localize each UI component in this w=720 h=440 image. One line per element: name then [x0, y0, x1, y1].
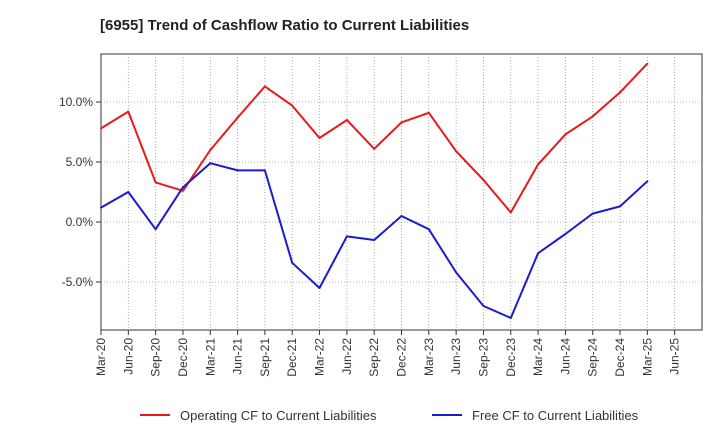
x-tick-label: Dec-23: [504, 338, 518, 377]
x-axis-ticks: Mar-20 Jun-20 Sep-20 Dec-20 Mar-21 Jun-21 Sep-…: [94, 330, 682, 377]
x-tick-label: Mar-24: [531, 338, 545, 376]
x-tick-label: Sep-23: [476, 338, 490, 377]
data-point: [646, 62, 649, 65]
data-point: [455, 150, 458, 153]
data-point: [591, 212, 594, 215]
data-point: [318, 287, 321, 289]
x-tick-label: Jun-25: [668, 338, 682, 375]
x-tick-label: Dec-20: [176, 338, 190, 377]
data-point: [127, 191, 130, 193]
data-point: [291, 104, 294, 107]
data-point: [537, 252, 540, 255]
data-point: [509, 317, 512, 319]
x-tick-label: Sep-20: [149, 338, 163, 377]
data-point: [236, 116, 239, 119]
x-tick-label: Jun-21: [231, 338, 245, 375]
x-tick-label: Jun-23: [449, 338, 463, 375]
data-point: [619, 205, 622, 208]
data-point: [236, 169, 239, 172]
data-point: [564, 233, 567, 235]
data-point: [400, 215, 403, 217]
x-tick-label: Jun-24: [558, 338, 572, 375]
data-point: [400, 121, 403, 124]
y-tick-label: -5.0%: [62, 275, 94, 289]
chart-title: [6955] Trend of Cashflow Ratio to Curren…: [100, 17, 469, 34]
data-point: [318, 137, 321, 139]
x-tick-label: Mar-21: [203, 338, 217, 376]
data-point: [100, 127, 102, 130]
x-tick-label: Jun-20: [121, 338, 135, 375]
data-point: [154, 181, 157, 184]
data-point: [455, 271, 458, 274]
data-point: [564, 133, 567, 136]
data-point: [646, 180, 649, 183]
x-tick-label: Dec-24: [613, 338, 627, 377]
series-layer: [100, 62, 649, 319]
x-tick-label: Sep-22: [367, 338, 381, 377]
x-tick-label: Mar-20: [94, 338, 108, 376]
x-tick-label: Dec-21: [285, 338, 299, 377]
data-point: [345, 235, 348, 238]
data-point: [537, 163, 540, 166]
y-tick-label: 0.0%: [66, 215, 94, 229]
y-axis-ticks: -5.0% 0.0% 5.0% 10.0%: [59, 95, 101, 289]
data-point: [100, 206, 102, 209]
data-point: [482, 305, 485, 307]
data-point: [127, 110, 130, 113]
data-point: [345, 119, 348, 121]
data-point: [482, 179, 485, 181]
x-tick-label: Dec-22: [395, 338, 409, 377]
data-point: [427, 111, 430, 114]
data-point: [373, 239, 376, 241]
grid-layer: [101, 54, 702, 330]
x-tick-label: Sep-21: [258, 338, 272, 377]
x-tick-label: Mar-25: [640, 338, 654, 376]
data-point: [209, 162, 212, 165]
data-point: [373, 147, 376, 150]
x-tick-label: Jun-22: [340, 338, 354, 375]
data-point: [291, 261, 294, 264]
x-tick-label: Sep-24: [586, 338, 600, 377]
legend: Operating CF to Current Liabilities Free …: [140, 408, 639, 423]
x-tick-label: Mar-23: [422, 338, 436, 376]
data-point: [209, 149, 212, 151]
y-tick-label: 5.0%: [66, 155, 94, 169]
y-tick-label: 10.0%: [59, 95, 93, 109]
data-point: [619, 91, 622, 94]
data-point: [181, 186, 184, 189]
data-point: [181, 189, 184, 192]
data-point: [154, 228, 157, 231]
data-point: [427, 228, 430, 231]
data-point: [263, 169, 266, 172]
legend-label-2: Free CF to Current Liabilities: [472, 408, 639, 423]
data-point: [263, 85, 266, 88]
x-tick-label: Mar-22: [313, 338, 327, 376]
data-point: [591, 115, 594, 118]
data-point: [509, 211, 512, 214]
legend-label-1: Operating CF to Current Liabilities: [180, 408, 377, 423]
